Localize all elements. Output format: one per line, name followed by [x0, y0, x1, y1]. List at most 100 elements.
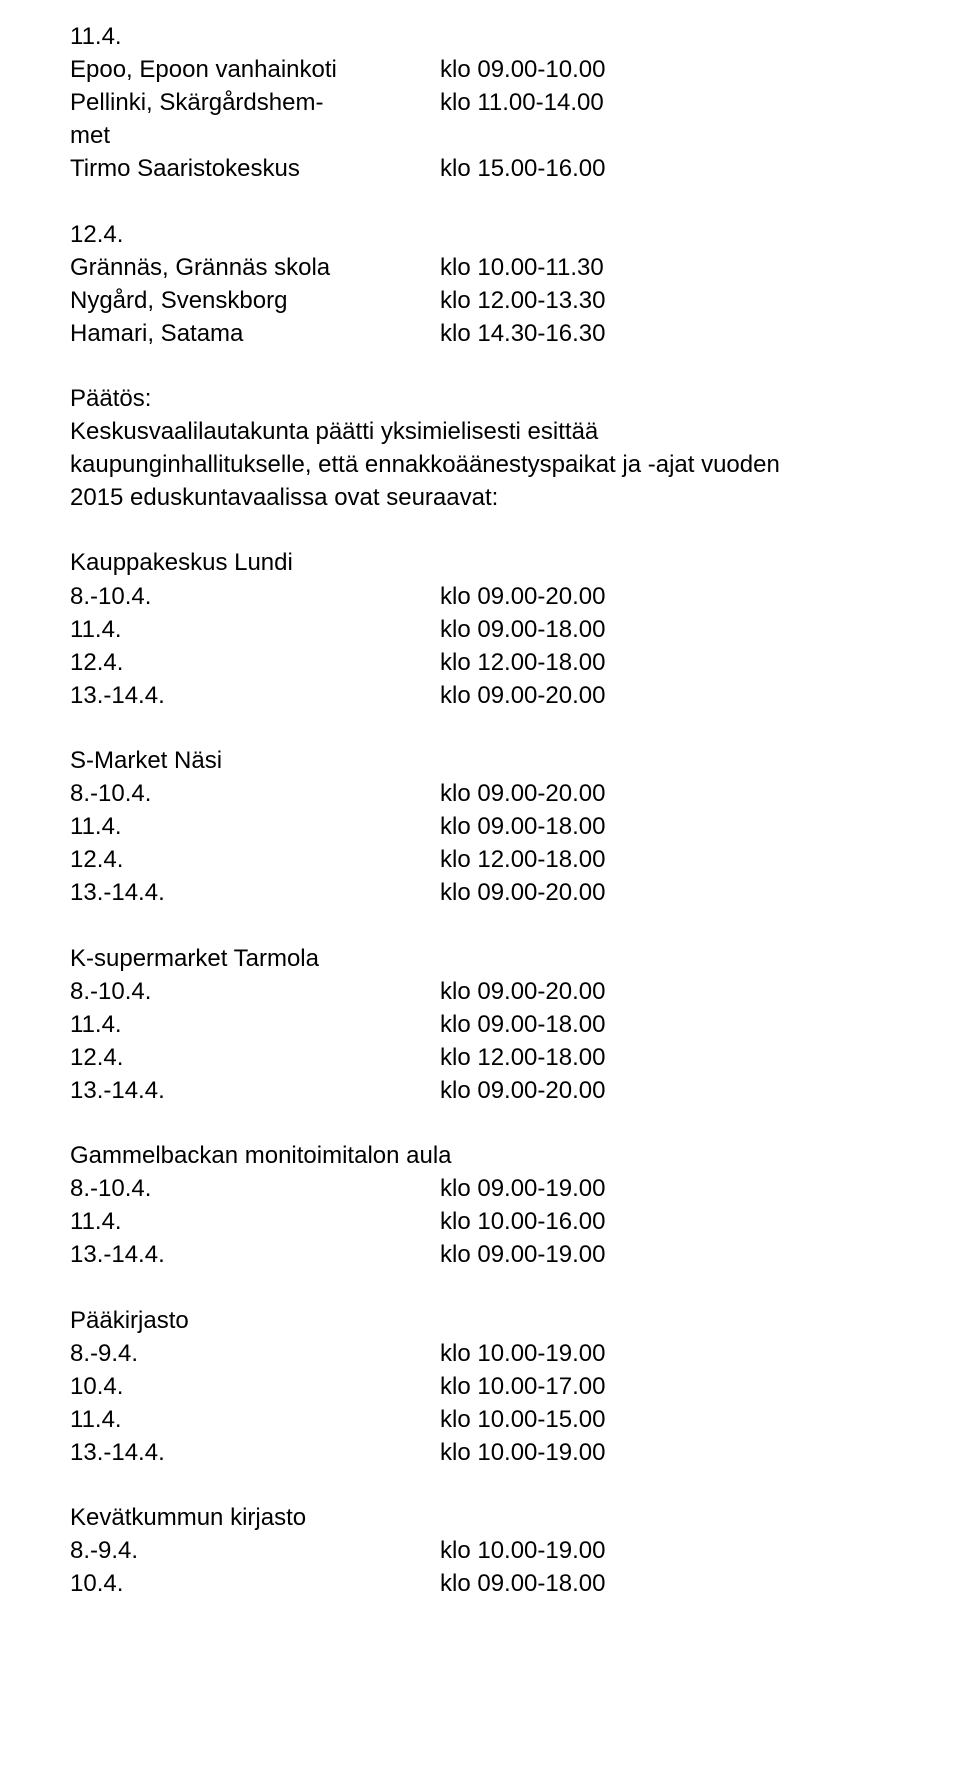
- date-range: 13.-14.4.: [70, 876, 440, 909]
- group-title: K-supermarket Tarmola: [70, 942, 960, 975]
- date-range: 12.4.: [70, 646, 440, 679]
- time: klo 11.00-14.00: [440, 86, 960, 119]
- schedule-row: 12.4.klo 12.00-18.00: [70, 1041, 960, 1074]
- date-range: 10.4.: [70, 1567, 440, 1600]
- schedule-row: 13.-14.4.klo 09.00-20.00: [70, 876, 960, 909]
- schedule-group: S-Market Näsi8.-10.4.klo 09.00-20.0011.4…: [70, 744, 960, 910]
- schedule-row: Tirmo Saaristokeskus klo 15.00-16.00: [70, 152, 960, 185]
- location: Tirmo Saaristokeskus: [70, 152, 440, 185]
- schedule-row: Hamari, Satama klo 14.30-16.30: [70, 317, 960, 350]
- schedule-row: 12.4.klo 12.00-18.00: [70, 646, 960, 679]
- time: klo 09.00-18.00: [440, 1567, 960, 1600]
- date-range: 13.-14.4.: [70, 1436, 440, 1469]
- schedule-row: 11.4.klo 10.00-16.00: [70, 1205, 960, 1238]
- schedule-group: K-supermarket Tarmola8.-10.4.klo 09.00-2…: [70, 942, 960, 1108]
- date-range: 11.4.: [70, 1403, 440, 1436]
- date-range: 8.-10.4.: [70, 1172, 440, 1205]
- time: klo 10.00-19.00: [440, 1337, 960, 1370]
- time: klo 09.00-18.00: [440, 613, 960, 646]
- time: klo 10.00-19.00: [440, 1436, 960, 1469]
- schedule-row: 13.-14.4.klo 09.00-20.00: [70, 1074, 960, 1107]
- time: klo 09.00-20.00: [440, 1074, 960, 1107]
- schedule-group: Pääkirjasto8.-9.4.klo 10.00-19.0010.4.kl…: [70, 1304, 960, 1470]
- top-block: 11.4. Epoo, Epoon vanhainkoti klo 09.00-…: [70, 20, 960, 350]
- schedule-row: Nygård, Svenskborg klo 12.00-13.30: [70, 284, 960, 317]
- schedule-row: 8.-9.4.klo 10.00-19.00: [70, 1337, 960, 1370]
- date-range: 8.-10.4.: [70, 975, 440, 1008]
- group-title: S-Market Näsi: [70, 744, 960, 777]
- schedule-row: 8.-10.4.klo 09.00-19.00: [70, 1172, 960, 1205]
- schedule-group: Kevätkummun kirjasto8.-9.4.klo 10.00-19.…: [70, 1501, 960, 1600]
- schedule-row: 13.-14.4.klo 10.00-19.00: [70, 1436, 960, 1469]
- text-line: 11.4.: [70, 20, 960, 53]
- date-range: 8.-10.4.: [70, 777, 440, 810]
- date-range: 11.4.: [70, 1205, 440, 1238]
- group-title: Kevätkummun kirjasto: [70, 1501, 960, 1534]
- schedule-row: 8.-10.4.klo 09.00-20.00: [70, 975, 960, 1008]
- time: klo 09.00-20.00: [440, 975, 960, 1008]
- time: klo 12.00-18.00: [440, 1041, 960, 1074]
- location: Grännäs, Grännäs skola: [70, 251, 440, 284]
- time: klo 10.00-15.00: [440, 1403, 960, 1436]
- location: Pellinki, Skärgårdshem-: [70, 86, 440, 119]
- schedule-row: 13.-14.4.klo 09.00-19.00: [70, 1238, 960, 1271]
- time: klo 09.00-20.00: [440, 777, 960, 810]
- date-range: 11.4.: [70, 810, 440, 843]
- date-range: 12.4.: [70, 843, 440, 876]
- date-range: 8.-10.4.: [70, 580, 440, 613]
- date-range: 12.4.: [70, 1041, 440, 1074]
- time: klo 09.00-20.00: [440, 580, 960, 613]
- decision-line: 2015 eduskuntavaalissa ovat seuraavat:: [70, 481, 960, 514]
- date-range: 13.-14.4.: [70, 1074, 440, 1107]
- location: Epoo, Epoon vanhainkoti: [70, 53, 440, 86]
- decision-block: Päätös: Keskusvaalilautakunta päätti yks…: [70, 382, 960, 514]
- time: klo 09.00-18.00: [440, 1008, 960, 1041]
- schedule-row: 8.-10.4.klo 09.00-20.00: [70, 777, 960, 810]
- schedule-row: 12.4.klo 12.00-18.00: [70, 843, 960, 876]
- date-range: 10.4.: [70, 1370, 440, 1403]
- decision-line: kaupunginhallitukselle, että ennakkoääne…: [70, 448, 960, 481]
- schedule-row: 10.4.klo 09.00-18.00: [70, 1567, 960, 1600]
- time: klo 09.00-18.00: [440, 810, 960, 843]
- time: klo 10.00-11.30: [440, 251, 960, 284]
- schedule-row: 11.4.klo 09.00-18.00: [70, 810, 960, 843]
- date-range: 11.4.: [70, 1008, 440, 1041]
- time: klo 14.30-16.30: [440, 317, 960, 350]
- text-line: met: [70, 119, 960, 152]
- time: klo 09.00-19.00: [440, 1172, 960, 1205]
- location: Nygård, Svenskborg: [70, 284, 440, 317]
- time: klo 12.00-13.30: [440, 284, 960, 317]
- time: klo 09.00-10.00: [440, 53, 960, 86]
- group-title: Gammelbackan monitoimitalon aula: [70, 1139, 960, 1172]
- schedule-row: 8.-9.4.klo 10.00-19.00: [70, 1534, 960, 1567]
- date-range: 13.-14.4.: [70, 1238, 440, 1271]
- schedule-row: Grännäs, Grännäs skola klo 10.00-11.30: [70, 251, 960, 284]
- schedule-row: 11.4.klo 10.00-15.00: [70, 1403, 960, 1436]
- schedule-row: 13.-14.4.klo 09.00-20.00: [70, 679, 960, 712]
- schedule-row: Pellinki, Skärgårdshem- klo 11.00-14.00: [70, 86, 960, 119]
- group-title: Kauppakeskus Lundi: [70, 546, 960, 579]
- schedule-row: 10.4.klo 10.00-17.00: [70, 1370, 960, 1403]
- schedule-group: Kauppakeskus Lundi8.-10.4.klo 09.00-20.0…: [70, 546, 960, 712]
- text-line: 12.4.: [70, 218, 960, 251]
- schedule-row: 11.4.klo 09.00-18.00: [70, 613, 960, 646]
- time: klo 12.00-18.00: [440, 843, 960, 876]
- decision-title: Päätös:: [70, 382, 960, 415]
- schedule-row: 8.-10.4.klo 09.00-20.00: [70, 580, 960, 613]
- schedule-row: 11.4.klo 09.00-18.00: [70, 1008, 960, 1041]
- schedule-groups: Kauppakeskus Lundi8.-10.4.klo 09.00-20.0…: [70, 546, 960, 1600]
- schedule-group: Gammelbackan monitoimitalon aula8.-10.4.…: [70, 1139, 960, 1271]
- date-range: 8.-9.4.: [70, 1534, 440, 1567]
- schedule-row: Epoo, Epoon vanhainkoti klo 09.00-10.00: [70, 53, 960, 86]
- time: klo 09.00-19.00: [440, 1238, 960, 1271]
- group-title: Pääkirjasto: [70, 1304, 960, 1337]
- time: klo 12.00-18.00: [440, 646, 960, 679]
- time: klo 10.00-16.00: [440, 1205, 960, 1238]
- date-range: 13.-14.4.: [70, 679, 440, 712]
- time: klo 09.00-20.00: [440, 876, 960, 909]
- location: Hamari, Satama: [70, 317, 440, 350]
- time: klo 15.00-16.00: [440, 152, 960, 185]
- date-range: 8.-9.4.: [70, 1337, 440, 1370]
- decision-line: Keskusvaalilautakunta päätti yksimielise…: [70, 415, 960, 448]
- time: klo 09.00-20.00: [440, 679, 960, 712]
